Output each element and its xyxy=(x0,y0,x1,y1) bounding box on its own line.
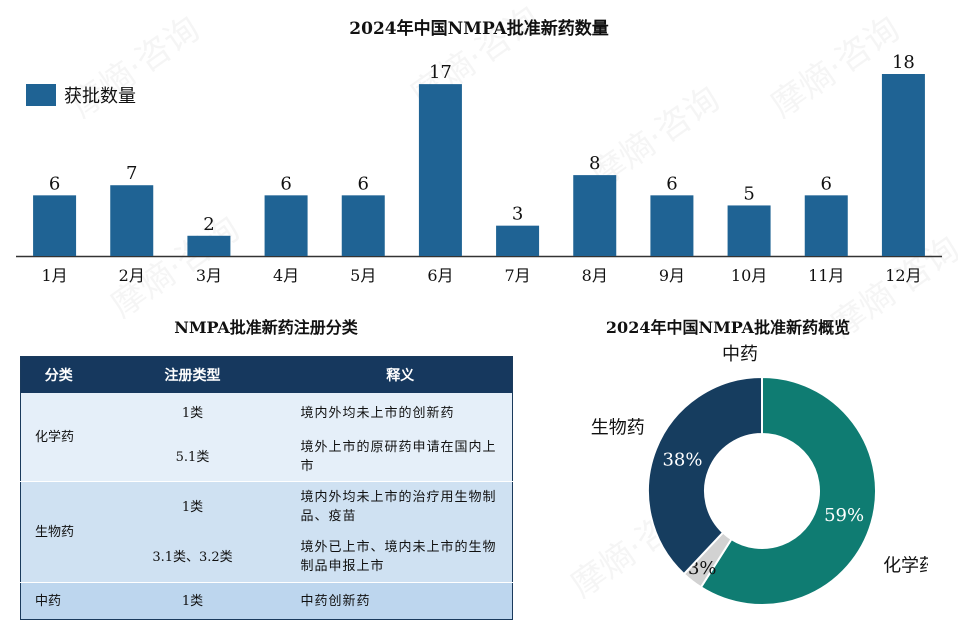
data-label: 6 xyxy=(821,173,832,194)
bar xyxy=(33,195,76,256)
x-tick-label: 4月 xyxy=(273,266,299,285)
table-row: 生物药 1类 境内外均未上市的治疗用生物制品、疫苗 xyxy=(21,482,513,533)
type-cell: 1类 xyxy=(97,393,289,433)
category-cell: 生物药 xyxy=(21,482,97,583)
data-label: 8 xyxy=(589,153,600,174)
donut-chart-title: 2024年中国NMPA批准新药概览 xyxy=(548,314,908,338)
description-cell: 中药创新药 xyxy=(289,583,513,620)
x-tick-label: 1月 xyxy=(41,266,67,285)
data-label: 6 xyxy=(49,173,60,194)
table-header: 分类 xyxy=(21,357,97,394)
slice-percent-label: 59% xyxy=(824,505,864,526)
data-label: 17 xyxy=(429,62,452,83)
bar xyxy=(728,205,771,256)
slice-percent-label: 38% xyxy=(662,450,702,471)
type-cell: 5.1类 xyxy=(97,433,289,482)
data-label: 6 xyxy=(666,173,677,194)
data-label: 7 xyxy=(126,163,137,184)
bar xyxy=(187,236,230,256)
data-label: 3 xyxy=(512,204,523,225)
bar xyxy=(573,175,616,256)
x-tick-label: 12月 xyxy=(885,266,921,285)
bar xyxy=(882,74,925,256)
x-tick-label: 3月 xyxy=(196,266,222,285)
table-header: 注册类型 xyxy=(97,357,289,394)
description-cell: 境外已上市、境内未上市的生物制品申报上市 xyxy=(289,532,513,583)
slice-category-label: 化学药 xyxy=(883,556,928,577)
bar xyxy=(265,195,308,256)
table-header-row: 分类 注册类型 释义 xyxy=(21,357,513,394)
x-tick-label: 9月 xyxy=(659,266,685,285)
table-row: 中药 1类 中药创新药 xyxy=(21,583,513,620)
category-cell: 中药 xyxy=(21,583,97,620)
data-label: 2 xyxy=(203,214,214,235)
x-tick-label: 7月 xyxy=(504,266,530,285)
x-tick-label: 10月 xyxy=(731,266,767,285)
data-label: 5 xyxy=(743,183,754,204)
category-cell: 化学药 xyxy=(21,393,97,482)
type-cell: 1类 xyxy=(97,482,289,533)
registration-table: 分类 注册类型 释义 化学药 1类 境内外均未上市的创新药 5.1类 境外上市的… xyxy=(20,356,513,620)
bar-chart-legend: 获批数量 xyxy=(26,82,136,108)
legend-label: 获批数量 xyxy=(64,82,136,108)
x-tick-label: 5月 xyxy=(350,266,376,285)
type-cell: 3.1类、3.2类 xyxy=(97,532,289,583)
bar xyxy=(805,195,848,256)
x-tick-label: 2月 xyxy=(119,266,145,285)
bar xyxy=(419,84,462,256)
slice-category-label: 中药 xyxy=(722,344,758,365)
x-tick-label: 6月 xyxy=(427,266,453,285)
bar xyxy=(110,185,153,256)
data-label: 6 xyxy=(280,173,291,194)
slice-category-label: 生物药 xyxy=(591,417,645,438)
legend-swatch xyxy=(26,84,56,106)
bar xyxy=(650,195,693,256)
data-label: 6 xyxy=(358,173,369,194)
x-tick-label: 11月 xyxy=(808,266,844,285)
description-cell: 境内外均未上市的治疗用生物制品、疫苗 xyxy=(289,482,513,533)
table-header: 释义 xyxy=(289,357,513,394)
type-cell: 1类 xyxy=(97,583,289,620)
description-cell: 境内外均未上市的创新药 xyxy=(289,393,513,433)
bar xyxy=(496,226,539,256)
table-row: 化学药 1类 境内外均未上市的创新药 xyxy=(21,393,513,433)
table-title: NMPA批准新药注册分类 xyxy=(20,314,512,338)
description-cell: 境外上市的原研药申请在国内上市 xyxy=(289,433,513,482)
x-tick-label: 8月 xyxy=(582,266,608,285)
data-label: 18 xyxy=(892,52,915,73)
bar xyxy=(342,195,385,256)
bar-chart: 6 1月 7 2月 2 3月 6 4月 6 5月 17 6月 3 7月 8 8月 6 9月 5 10月 6 11月 18 12… xyxy=(0,0,958,300)
